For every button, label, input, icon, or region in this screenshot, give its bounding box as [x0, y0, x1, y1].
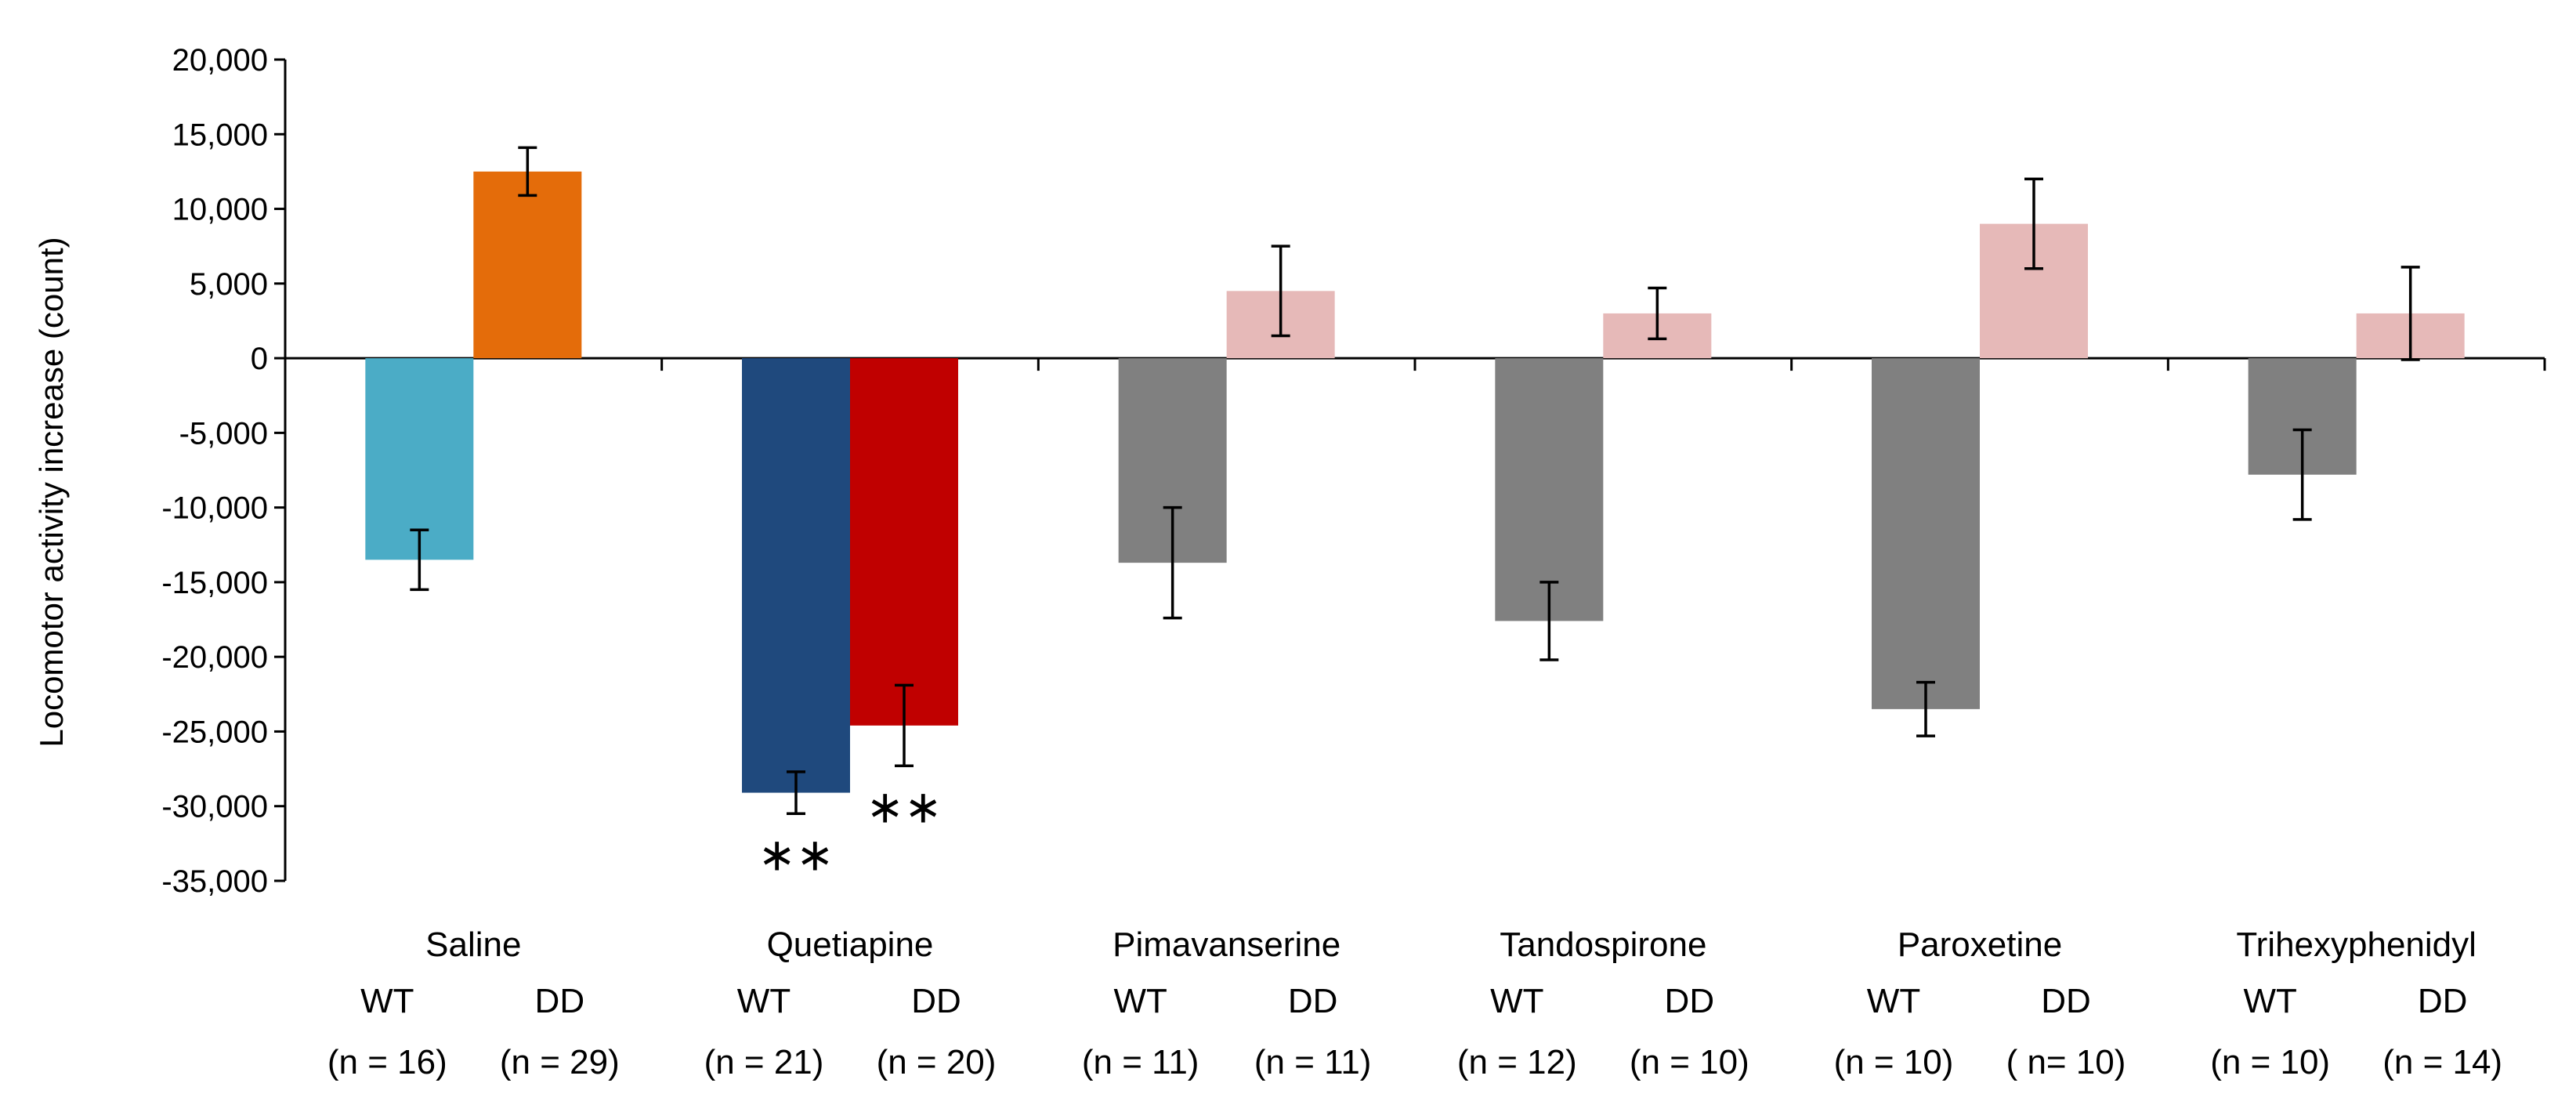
- category-label: Paroxetine: [1898, 925, 2062, 964]
- sample-size-label: ( n= 10): [2006, 1043, 2126, 1081]
- y-tick-label: 15,000: [172, 118, 268, 152]
- category-label: Pimavanserine: [1113, 925, 1340, 964]
- y-axis-ticks: 20,000 15,000 10,000 5,000 0 -5,000 -10,000 -15…: [161, 43, 285, 899]
- group-label: WT: [2243, 982, 2296, 1020]
- sample-size-label: (n = 10): [1630, 1043, 1749, 1081]
- sample-size-label: (n = 11): [1082, 1043, 1199, 1081]
- category-label: Quetiapine: [767, 925, 934, 964]
- category-label: Tandospirone: [1500, 925, 1706, 964]
- significance-marker: ∗∗: [758, 829, 834, 880]
- group-label: DD: [2418, 982, 2468, 1020]
- y-tick-label: -20,000: [161, 640, 268, 675]
- y-axis-title-group: Locomotor activity increase (count): [33, 237, 70, 747]
- significance-marker: ∗∗: [866, 781, 942, 832]
- group-label: WT: [360, 982, 414, 1020]
- group-label: DD: [2041, 982, 2091, 1020]
- sample-size-label: (n = 29): [500, 1043, 620, 1081]
- sample-size-label: (n = 10): [2210, 1043, 2330, 1081]
- y-tick-label: -10,000: [161, 491, 268, 526]
- sample-size-label: (n = 12): [1457, 1043, 1577, 1081]
- y-tick-label: -5,000: [179, 416, 268, 451]
- y-tick-label: 10,000: [172, 193, 268, 227]
- group-label: DD: [1665, 982, 1715, 1020]
- group-label: DD: [911, 982, 961, 1020]
- error-bars: ∗∗ ∗∗: [410, 146, 2420, 880]
- group-label: WT: [737, 982, 791, 1020]
- y-tick-label: 5,000: [190, 267, 268, 302]
- bar-wt: [1495, 358, 1604, 621]
- axes: [284, 60, 2546, 881]
- sample-size-label: (n = 16): [327, 1043, 447, 1081]
- bar-wt: [365, 358, 474, 560]
- category-labels: Saline WT (n = 16) DD (n = 29) Quetiapine WT (n…: [327, 925, 2502, 1081]
- group-label: DD: [1288, 982, 1338, 1020]
- group-label: WT: [1490, 982, 1543, 1020]
- bar-dd: [850, 358, 958, 726]
- y-tick-label: 0: [251, 342, 268, 376]
- bar-dd: [473, 171, 582, 359]
- y-axis-title: Locomotor activity increase (count): [33, 237, 70, 747]
- sample-size-label: (n = 20): [877, 1043, 997, 1081]
- y-tick-label: -15,000: [161, 566, 268, 600]
- y-tick-label: -25,000: [161, 715, 268, 749]
- sample-size-label: (n = 11): [1254, 1043, 1372, 1081]
- category-label: Saline: [425, 925, 521, 964]
- bar-wt: [1872, 358, 1980, 709]
- group-label: WT: [1113, 982, 1167, 1020]
- y-tick-label: 20,000: [172, 43, 268, 78]
- y-tick-label: -30,000: [161, 790, 268, 824]
- sample-size-label: (n = 10): [1834, 1043, 1954, 1081]
- group-label: DD: [535, 982, 585, 1020]
- group-label: WT: [1867, 982, 1920, 1020]
- y-tick-label: -35,000: [161, 864, 268, 899]
- bar-wt: [742, 358, 850, 793]
- sample-size-label: (n = 21): [704, 1043, 824, 1081]
- sample-size-label: (n = 14): [2382, 1043, 2502, 1081]
- bars: [365, 171, 2465, 793]
- category-label: Trihexyphenidyl: [2236, 925, 2477, 964]
